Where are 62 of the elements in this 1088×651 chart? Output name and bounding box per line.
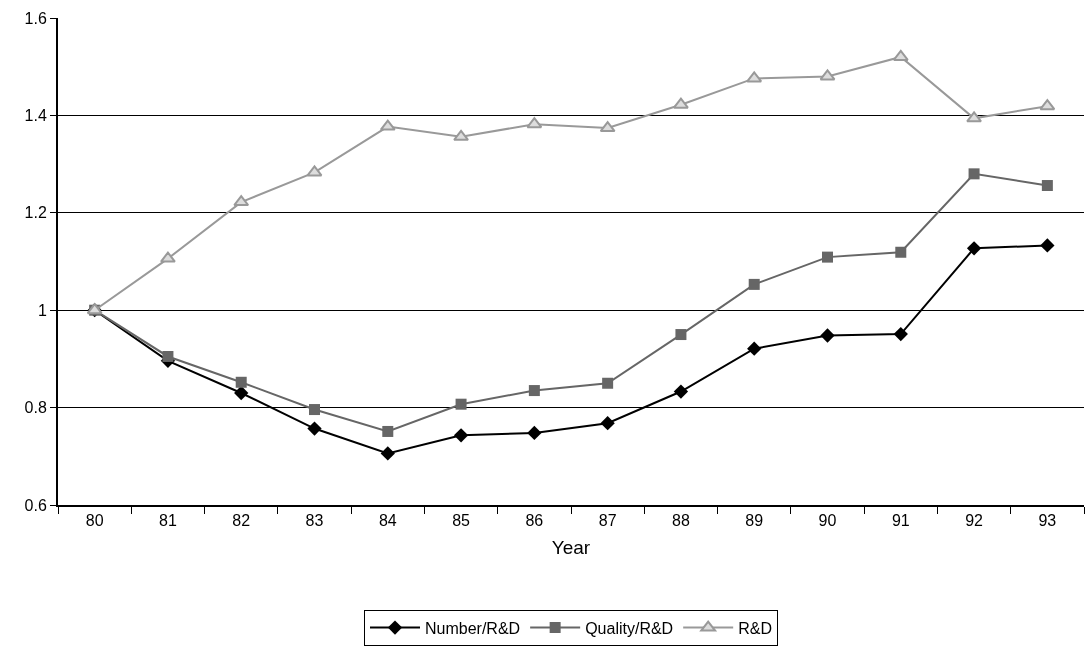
point <box>307 421 322 436</box>
x-tick-label: 91 <box>891 512 910 530</box>
point <box>893 326 908 342</box>
point <box>675 329 687 341</box>
x-axis-title: Year <box>551 536 591 558</box>
point <box>819 69 836 81</box>
legend-label: Quality/R&D <box>585 619 674 637</box>
y-tick-label: 1 <box>37 301 47 319</box>
x-tick-label: 81 <box>159 512 177 530</box>
point <box>673 97 689 109</box>
x-tick-label: 93 <box>1038 512 1057 530</box>
x-tick-label: 85 <box>452 512 471 530</box>
point <box>160 251 176 263</box>
point <box>455 398 467 410</box>
point <box>1039 99 1056 111</box>
x-tick-label: 83 <box>305 512 324 530</box>
point <box>673 384 689 399</box>
point <box>528 385 540 397</box>
y-tick-label: 1.6 <box>24 9 47 27</box>
point <box>526 117 543 129</box>
point <box>599 121 616 133</box>
point <box>822 251 833 263</box>
legend-label: R&D <box>738 619 772 637</box>
y-tick-label: 0.6 <box>24 496 47 514</box>
point <box>1040 238 1055 253</box>
point <box>234 385 249 401</box>
point <box>379 119 396 131</box>
y-tick-label: 0.8 <box>24 399 47 417</box>
point <box>380 446 395 461</box>
point <box>1041 180 1053 192</box>
x-tick-label: 90 <box>818 512 837 530</box>
x-tick-label: 88 <box>672 512 690 530</box>
point <box>895 246 907 258</box>
point <box>162 350 174 362</box>
point <box>453 428 469 443</box>
point <box>966 241 982 256</box>
point <box>309 404 320 416</box>
point <box>746 71 763 83</box>
point <box>602 377 614 389</box>
point <box>968 168 980 180</box>
point <box>306 165 323 177</box>
point <box>600 416 615 431</box>
legend-label: Number/R&D <box>425 619 521 637</box>
y-tick-label: 1.4 <box>24 107 47 124</box>
point <box>892 49 909 61</box>
x-tick-label: 87 <box>598 512 617 530</box>
point <box>233 195 250 207</box>
x-tick-label: 86 <box>525 512 544 530</box>
point <box>235 376 247 388</box>
point <box>747 341 762 356</box>
x-tick-label: 89 <box>745 512 764 530</box>
x-tick-label: 82 <box>232 512 251 530</box>
point <box>382 425 394 437</box>
point <box>820 328 835 343</box>
point <box>527 425 542 441</box>
point <box>748 278 760 290</box>
y-tick-label: 1.2 <box>24 204 47 222</box>
point <box>966 111 982 123</box>
x-tick-label: 80 <box>85 512 104 530</box>
point <box>453 129 469 141</box>
x-tick-label: 84 <box>378 512 397 530</box>
x-tick-label: 92 <box>965 512 984 530</box>
